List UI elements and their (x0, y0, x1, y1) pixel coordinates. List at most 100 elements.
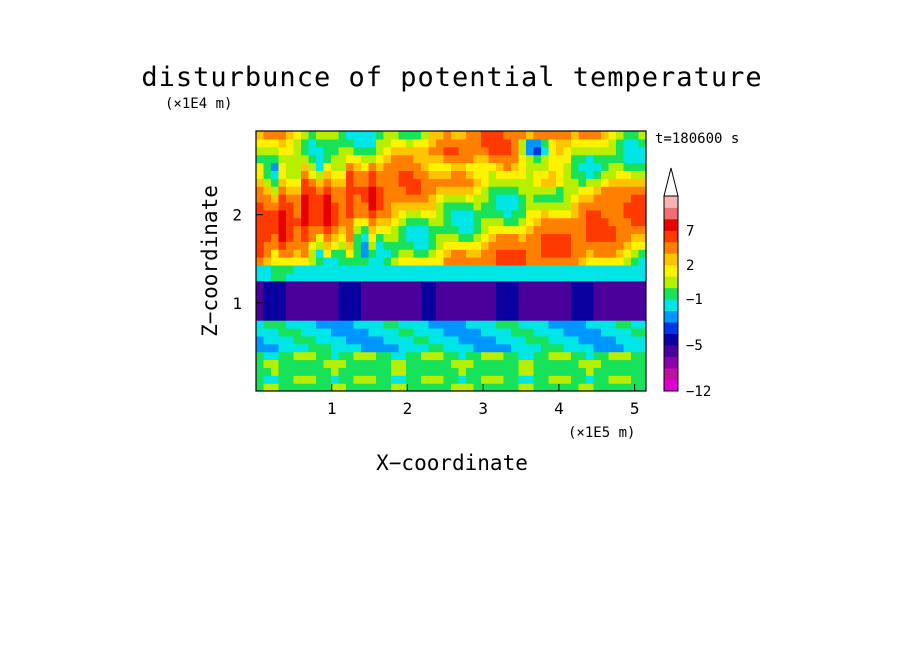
plot-frame (255, 130, 647, 392)
heatmap-cell (421, 138, 430, 148)
heatmap-cell (308, 351, 317, 361)
heatmap-cell (361, 304, 370, 313)
heatmap-cell (533, 233, 542, 242)
colorbar-frame (663, 195, 679, 392)
heatmap-cell (293, 233, 302, 242)
heatmap-cell (511, 186, 520, 195)
heatmap-cell (593, 272, 602, 282)
heatmap-cell (413, 264, 422, 274)
heatmap-cell (623, 335, 632, 345)
heatmap-cell (271, 138, 280, 148)
heatmap-cell (518, 154, 527, 164)
heatmap-cell (376, 343, 385, 353)
heatmap-cell (316, 375, 325, 384)
heatmap-cell (458, 320, 467, 329)
heatmap-cell (451, 154, 460, 164)
heatmap-cell (368, 312, 377, 321)
heatmap-cell (383, 264, 392, 274)
heatmap-cell (631, 375, 640, 384)
heatmap-cell (256, 320, 265, 329)
heatmap-cell (556, 138, 565, 148)
heatmap-cell (323, 131, 332, 140)
heatmap-cell (421, 383, 430, 391)
heatmap-cell (571, 146, 580, 156)
heatmap-cell (616, 217, 625, 227)
heatmap-cell (308, 178, 317, 187)
heatmap-cell (458, 162, 467, 171)
heatmap-cell (293, 383, 302, 391)
heatmap-cell (638, 257, 646, 266)
heatmap-cell (593, 194, 602, 203)
heatmap-cell (473, 233, 482, 242)
heatmap-cell (533, 209, 542, 219)
heatmap-cell (383, 312, 392, 321)
heatmap-cell (593, 351, 602, 361)
heatmap-cell (308, 194, 317, 203)
heatmap-cell (406, 162, 415, 171)
heatmap-cell (413, 312, 422, 321)
heatmap-cell (406, 296, 415, 305)
heatmap-cell (398, 186, 407, 195)
heatmap-cell (616, 288, 625, 298)
heatmap-cell (616, 186, 625, 195)
heatmap-cell (548, 162, 557, 171)
heatmap-cell (571, 194, 580, 203)
heatmap-cell (263, 351, 272, 361)
heatmap-cell (563, 359, 572, 368)
heatmap-cell (451, 272, 460, 282)
heatmap-cell (391, 312, 400, 321)
heatmap-cell (631, 264, 640, 274)
heatmap-cell (286, 359, 295, 368)
heatmap-cell (421, 162, 430, 171)
heatmap-cell (428, 162, 437, 171)
heatmap-cell (338, 170, 347, 179)
heatmap-cell (548, 233, 557, 242)
heatmap-cell (286, 288, 295, 298)
heatmap-cell (638, 280, 646, 290)
heatmap-cell (443, 241, 452, 250)
heatmap-cell (496, 257, 505, 266)
heatmap-cell (503, 264, 512, 274)
heatmap-cell (563, 186, 572, 195)
heatmap-cell (586, 217, 595, 227)
heatmap-cell (346, 312, 355, 321)
heatmap-cell (451, 201, 460, 211)
heatmap-cell (571, 178, 580, 187)
heatmap-cell (256, 186, 265, 195)
heatmap-cell (301, 335, 310, 345)
heatmap-cell (496, 170, 505, 179)
heatmap-cell (376, 138, 385, 148)
heatmap-cell (398, 201, 407, 211)
heatmap-cell (308, 335, 317, 345)
heatmap-cell (526, 131, 535, 140)
heatmap-cell (638, 288, 646, 298)
heatmap-cell (316, 343, 325, 353)
heatmap-cell (316, 257, 325, 266)
heatmap-cell (278, 257, 287, 266)
heatmap-cell (541, 154, 550, 164)
heatmap-cell (638, 217, 646, 227)
colorbar-swatch (664, 322, 678, 335)
heatmap-cell (398, 154, 407, 164)
heatmap-cell (443, 304, 452, 313)
heatmap-cell (391, 138, 400, 148)
heatmap-cell (526, 304, 535, 313)
heatmap-cell (458, 296, 467, 305)
heatmap-cell (451, 335, 460, 345)
heatmap-cell (518, 327, 527, 337)
heatmap-cell (346, 138, 355, 148)
heatmap-cell (518, 288, 527, 298)
heatmap-cell (391, 217, 400, 227)
heatmap-cell (353, 296, 362, 305)
heatmap-cell (623, 154, 632, 164)
heatmap-cell (481, 343, 490, 353)
heatmap-cell (331, 257, 340, 266)
heatmap-cell (458, 280, 467, 290)
heatmap-cell (428, 249, 437, 258)
heatmap-cell (526, 335, 535, 345)
heatmap-cell (316, 249, 325, 258)
heatmap-cell (406, 194, 415, 203)
heatmap-cell (323, 146, 332, 156)
heatmap-cell (331, 201, 340, 211)
heatmap-cell (278, 335, 287, 345)
